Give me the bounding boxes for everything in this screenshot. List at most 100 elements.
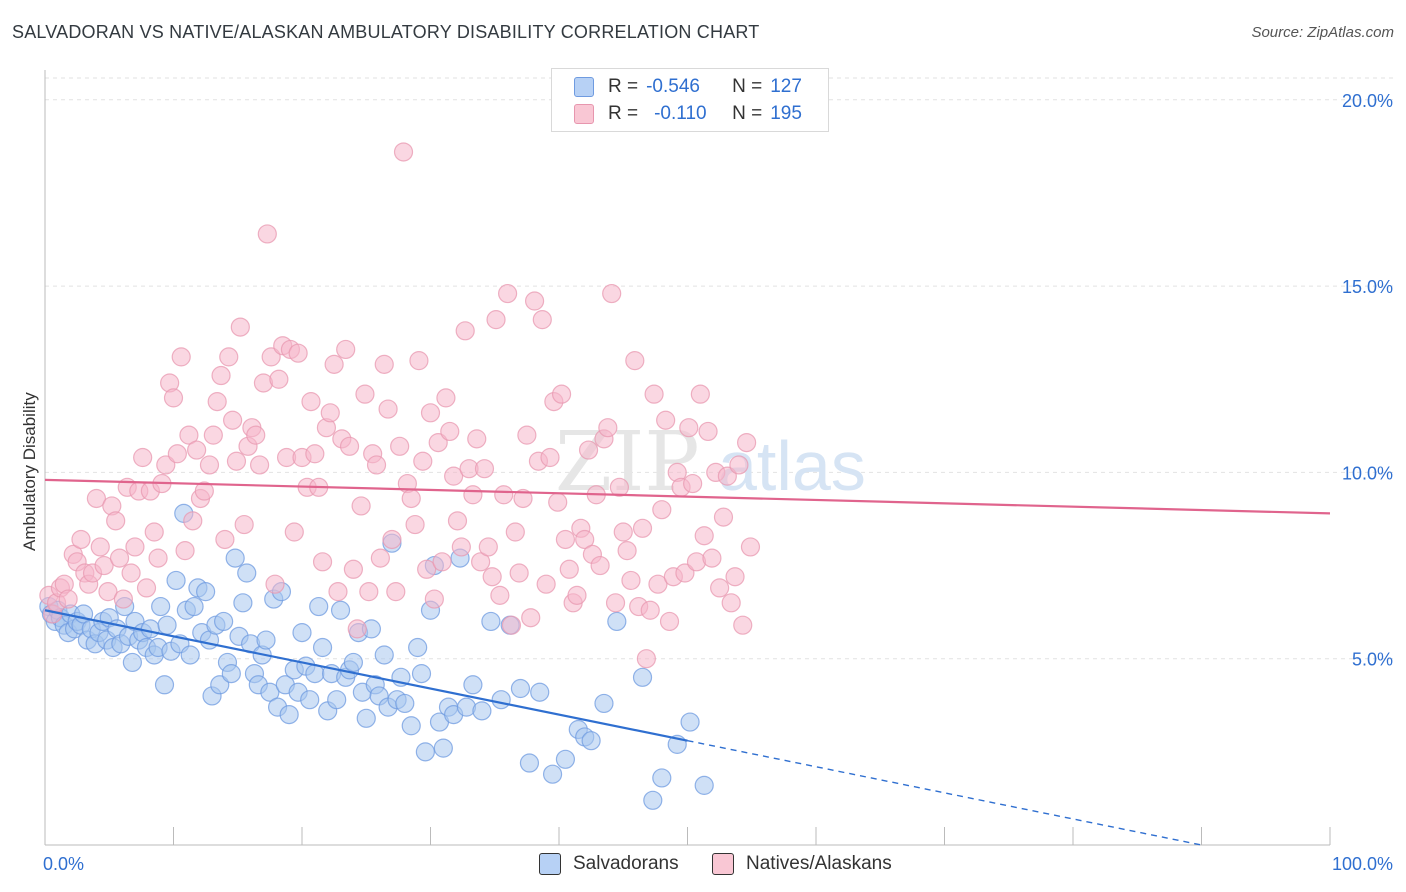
native-point	[109, 548, 130, 568]
native-point	[679, 418, 699, 438]
native-point	[378, 399, 398, 419]
native-point	[451, 537, 471, 557]
native-point	[659, 611, 680, 632]
n-label: N =	[732, 76, 763, 97]
r-value-salvadorans: -0.546	[646, 76, 700, 97]
native-point	[648, 574, 668, 594]
native-point	[219, 347, 239, 367]
native-point	[106, 511, 126, 531]
salvadoran-point	[154, 675, 175, 695]
salvadoran-point	[233, 593, 253, 613]
correlation-legend: R = -0.546 N = 127 R = -0.110 N = 195	[551, 68, 829, 132]
salvadoran-point	[652, 768, 672, 788]
native-point	[203, 425, 223, 445]
salvadoran-point	[330, 600, 351, 620]
salvadoran-point	[680, 712, 700, 732]
native-point	[167, 444, 187, 464]
native-point	[613, 522, 633, 542]
native-point	[90, 537, 110, 557]
native-point	[621, 570, 641, 591]
native-point	[125, 537, 145, 557]
native-point	[656, 410, 676, 430]
native-point	[390, 436, 410, 456]
x-tick-label: 0.0%	[43, 854, 84, 874]
native-point	[199, 455, 220, 475]
salvadoran-point	[151, 596, 171, 617]
native-point	[121, 563, 141, 583]
native-point	[284, 522, 304, 542]
native-point	[94, 555, 114, 576]
native-point	[478, 537, 498, 557]
salvadoran-point	[122, 652, 142, 673]
native-point	[494, 485, 514, 505]
native-point	[482, 567, 502, 587]
native-point	[447, 511, 468, 531]
salvadoran-point	[632, 667, 653, 687]
salvadoran-point	[519, 753, 540, 773]
native-point	[156, 455, 176, 475]
n-value-salvadorans: 127	[770, 76, 802, 97]
native-point	[257, 224, 277, 244]
native-point	[440, 421, 460, 442]
native-point	[721, 593, 741, 613]
salvadoran-point	[157, 615, 177, 635]
x-tick-label: 100.0%	[1332, 854, 1393, 874]
salvadoran-point	[309, 596, 329, 617]
native-point	[675, 563, 695, 583]
native-point	[644, 384, 664, 404]
native-point	[609, 477, 629, 497]
salvadoran-point	[180, 645, 200, 665]
native-point	[598, 418, 618, 438]
native-point	[690, 384, 710, 404]
native-point	[183, 511, 203, 531]
native-point	[536, 574, 556, 594]
salvadoran-point	[411, 664, 432, 684]
native-point	[226, 451, 247, 471]
native-point	[312, 552, 333, 572]
native-point	[136, 578, 157, 598]
native-point	[148, 548, 168, 568]
native-point	[725, 567, 745, 587]
natives-swatch	[574, 104, 594, 124]
salvadorans-legend-label: Salvadorans	[573, 853, 679, 874]
native-point	[702, 548, 722, 568]
salvadoran-point	[607, 611, 627, 632]
native-point	[413, 451, 433, 471]
salvadoran-point	[279, 704, 299, 725]
native-point	[261, 347, 281, 367]
native-point	[98, 582, 118, 602]
native-point	[288, 343, 308, 363]
native-point	[215, 529, 235, 550]
salvadoran-point	[196, 582, 216, 602]
salvadoran-point	[214, 611, 234, 632]
native-point	[505, 522, 525, 542]
native-point	[436, 388, 456, 408]
native-point	[223, 410, 243, 430]
native-point	[617, 541, 637, 561]
native-point	[467, 429, 487, 449]
native-point	[444, 466, 464, 486]
native-point	[717, 466, 737, 486]
native-point	[498, 283, 518, 304]
salvadoran-point	[510, 678, 531, 699]
salvadoran-point	[184, 596, 204, 617]
native-point	[386, 582, 406, 602]
salvadoran-point	[433, 738, 453, 758]
salvadoran-point	[292, 623, 312, 643]
native-point	[559, 559, 579, 579]
salvadoran-point	[256, 630, 276, 650]
salvadoran-point	[312, 637, 333, 658]
native-point	[71, 529, 91, 550]
salvadoran-point	[374, 645, 394, 665]
native-point	[420, 403, 441, 423]
native-point	[359, 582, 379, 602]
native-point	[521, 608, 541, 628]
native-point	[343, 559, 363, 579]
chart-title: SALVADORAN VS NATIVE/ALASKAN AMBULATORY …	[12, 22, 760, 42]
salvadoran-point	[343, 652, 363, 673]
salvadoran-point	[237, 563, 257, 583]
salvadoran-point	[221, 664, 241, 684]
native-point	[524, 291, 545, 311]
salvadoran-point	[327, 690, 347, 710]
